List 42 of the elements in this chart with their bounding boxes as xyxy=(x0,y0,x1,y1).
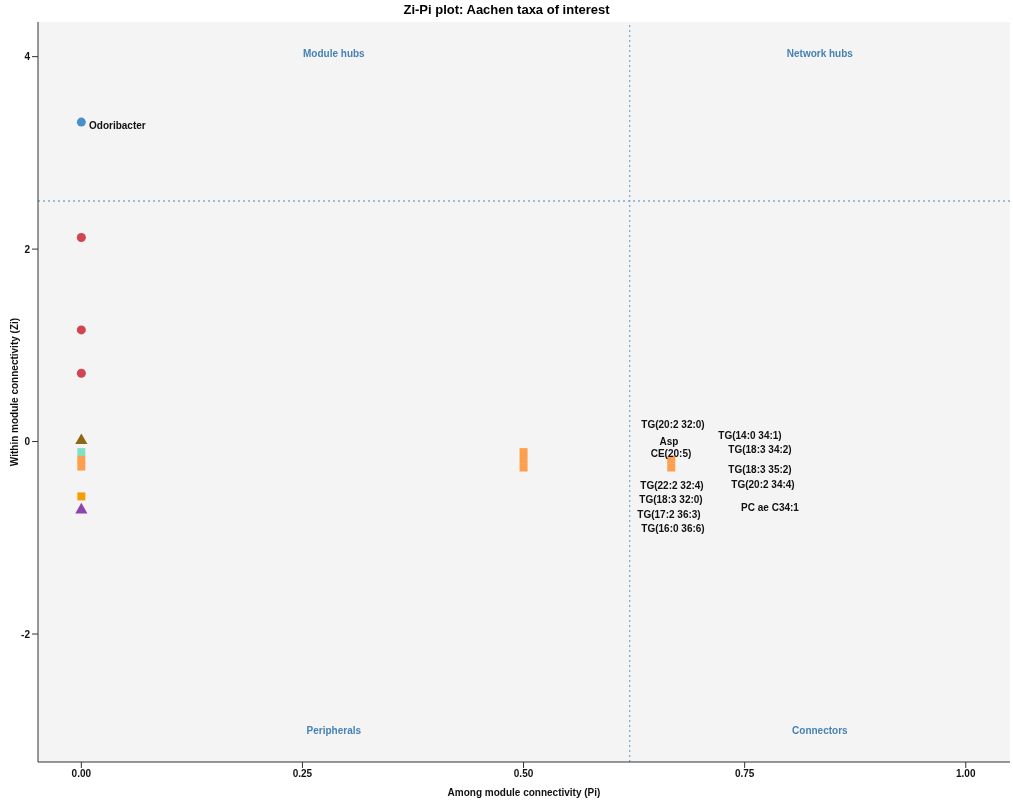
point xyxy=(76,368,86,378)
x-tick-label: 1.00 xyxy=(956,768,976,780)
x-tick-label: 0.50 xyxy=(513,768,534,780)
point xyxy=(519,463,528,472)
annotation: TG(17:2 36:3) xyxy=(637,508,701,520)
annotation: Connectors xyxy=(792,725,849,736)
point xyxy=(77,462,86,471)
x-axis-title: Among module connectivity (Pi) xyxy=(447,787,601,798)
y-tick-label: -2 xyxy=(21,628,31,640)
point xyxy=(519,455,528,464)
point xyxy=(75,433,88,445)
annotation: PC ae C34:1 xyxy=(741,501,799,513)
point xyxy=(76,117,86,127)
chart-title: Zi-Pi plot: Aachen taxa of interest xyxy=(402,2,611,17)
annotation: Peripherals xyxy=(306,725,362,736)
point xyxy=(75,502,88,514)
annotation: TG(20:2 32:0) xyxy=(641,418,705,430)
point xyxy=(76,233,86,243)
annotation: Network hubs xyxy=(786,48,854,60)
annotation: TG(18:3 34:2) xyxy=(728,443,792,455)
annotation: Module hubs xyxy=(303,48,366,60)
point xyxy=(519,448,528,457)
y-tick-label: 4 xyxy=(24,51,31,63)
x-tick-label: 0.25 xyxy=(292,768,313,780)
point xyxy=(77,448,86,457)
annotation: TG(16:0 36:6) xyxy=(641,522,705,534)
annotation: TG(22:2 32:4) xyxy=(640,479,704,491)
y-tick-label: 2 xyxy=(24,243,31,255)
y-tick-label: 0 xyxy=(24,436,31,448)
y-axis-title: Within module connectivity (Zi) xyxy=(8,317,20,467)
x-tick-label: 0.00 xyxy=(71,768,92,780)
annotation: TG(18:3 35:2) xyxy=(728,463,792,475)
annotation: TG(18:3 32:0) xyxy=(639,493,703,505)
annotation: CE(20:5) xyxy=(650,447,692,459)
annotation: TG(20:2 34:4) xyxy=(731,478,795,490)
point xyxy=(667,463,676,472)
annotation: TG(14:0 34:1) xyxy=(718,429,782,441)
x-tick-label: 0.75 xyxy=(734,768,755,780)
point xyxy=(76,325,86,335)
point xyxy=(77,492,86,501)
annotation: Asp xyxy=(659,435,679,447)
annotation: Odoribacter xyxy=(89,119,146,131)
